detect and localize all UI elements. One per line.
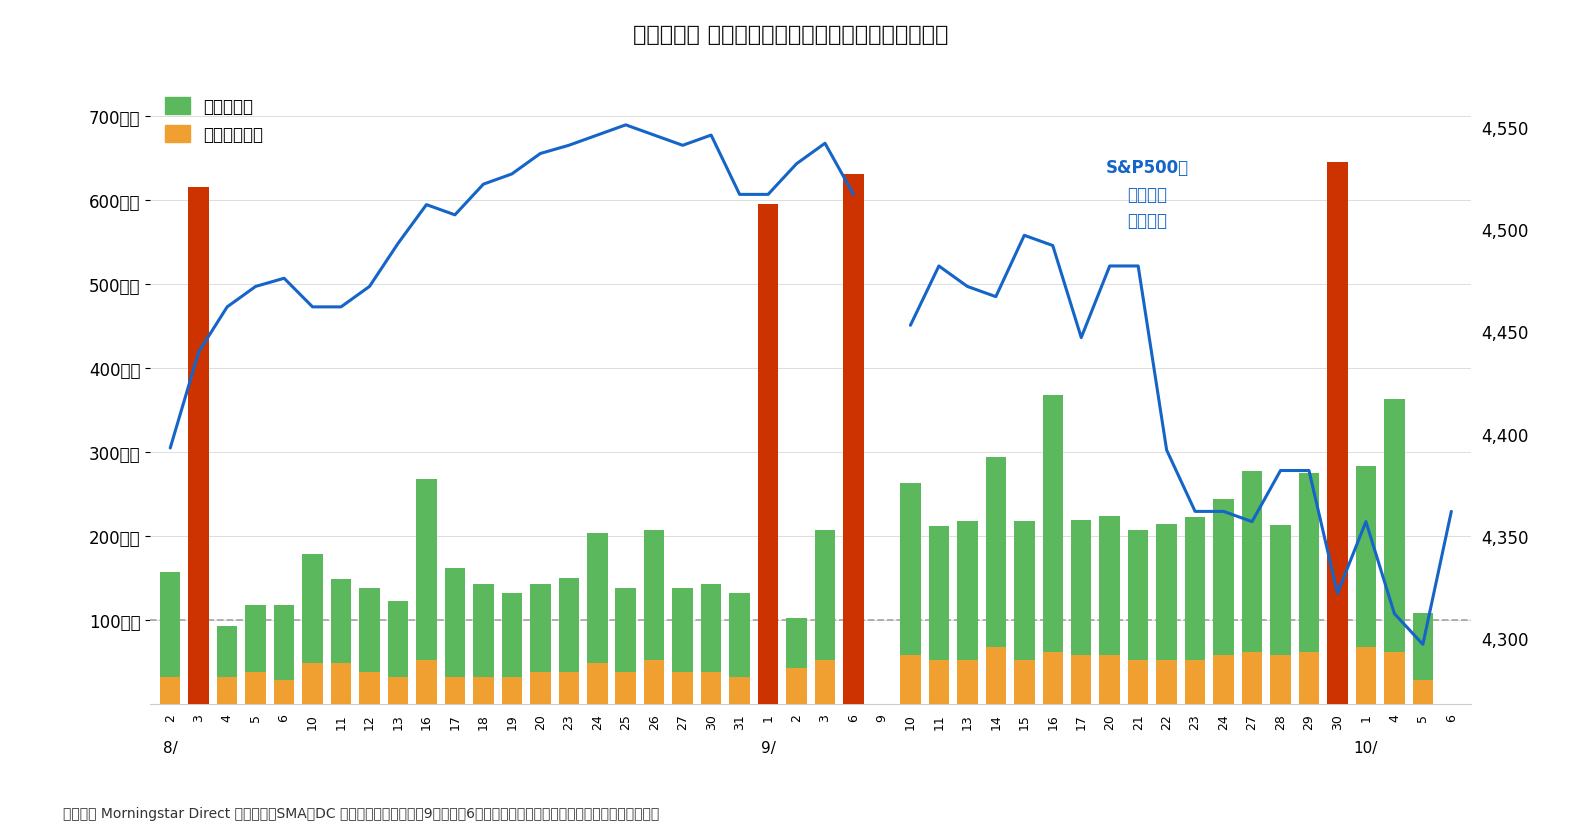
- Bar: [957, 660, 978, 704]
- Bar: [274, 681, 294, 704]
- Bar: [1413, 681, 1433, 704]
- Bar: [188, 188, 209, 465]
- Bar: [672, 588, 693, 672]
- Bar: [729, 677, 750, 704]
- Bar: [416, 660, 437, 704]
- Bar: [160, 677, 180, 704]
- Bar: [445, 677, 465, 704]
- Bar: [388, 677, 408, 704]
- Bar: [900, 655, 921, 704]
- Bar: [302, 663, 323, 704]
- Bar: [672, 672, 693, 704]
- Bar: [786, 668, 807, 704]
- Bar: [1327, 465, 1348, 704]
- Bar: [274, 604, 294, 681]
- Bar: [1299, 652, 1319, 704]
- Bar: [644, 660, 664, 704]
- Bar: [1356, 466, 1376, 647]
- Bar: [701, 672, 721, 704]
- Bar: [473, 585, 494, 677]
- Bar: [1356, 647, 1376, 704]
- Bar: [986, 647, 1006, 704]
- Bar: [1071, 521, 1092, 655]
- Bar: [1099, 655, 1120, 704]
- Bar: [615, 672, 636, 704]
- Bar: [1242, 471, 1262, 652]
- Bar: [1213, 655, 1234, 704]
- Bar: [473, 677, 494, 704]
- Bar: [929, 526, 949, 660]
- Bar: [388, 601, 408, 677]
- Text: 【図表３】 米国株式ファンドの推計日次資金流出入: 【図表３】 米国株式ファンドの推計日次資金流出入: [633, 25, 949, 45]
- Bar: [1327, 162, 1348, 465]
- Bar: [1185, 660, 1205, 704]
- Text: 10/: 10/: [1354, 740, 1378, 755]
- Bar: [1099, 517, 1120, 655]
- Bar: [217, 677, 237, 704]
- Bar: [644, 530, 664, 660]
- Bar: [786, 619, 807, 668]
- Bar: [957, 522, 978, 660]
- Bar: [1043, 652, 1063, 704]
- Bar: [843, 620, 864, 704]
- Bar: [900, 483, 921, 655]
- Bar: [1156, 660, 1177, 704]
- Bar: [530, 584, 551, 672]
- Bar: [986, 458, 1006, 647]
- Text: 8/: 8/: [163, 740, 177, 755]
- Bar: [501, 677, 522, 704]
- Bar: [359, 672, 380, 704]
- Bar: [1384, 652, 1405, 704]
- Bar: [1043, 396, 1063, 652]
- Bar: [1014, 522, 1035, 660]
- Bar: [815, 660, 835, 704]
- Bar: [302, 555, 323, 663]
- Bar: [1413, 614, 1433, 681]
- Bar: [843, 175, 864, 620]
- Bar: [160, 572, 180, 677]
- Bar: [530, 672, 551, 704]
- Bar: [1270, 655, 1291, 704]
- Bar: [416, 479, 437, 660]
- Text: 9/: 9/: [761, 740, 775, 755]
- Bar: [1014, 660, 1035, 704]
- Text: （資料） Morningstar Direct より作成。SMA・DC 専用ファンドは除く。9月８日は6日に売買不可のファンドが多かったため非表示。: （資料） Morningstar Direct より作成。SMA・DC 専用ファ…: [63, 806, 660, 820]
- Bar: [758, 465, 778, 704]
- Bar: [1128, 530, 1149, 660]
- Bar: [245, 604, 266, 672]
- Bar: [615, 588, 636, 672]
- Bar: [188, 465, 209, 704]
- Bar: [729, 593, 750, 677]
- Bar: [331, 580, 351, 663]
- Bar: [1071, 655, 1092, 704]
- Text: S&P500種
株価指数
（右軸）: S&P500種 株価指数 （右軸）: [1106, 159, 1190, 230]
- Bar: [1242, 652, 1262, 704]
- Bar: [1128, 660, 1149, 704]
- Bar: [1270, 525, 1291, 655]
- Bar: [758, 205, 778, 465]
- Bar: [217, 627, 237, 677]
- Legend: アクティブ, インデックス: アクティブ, インデックス: [158, 91, 271, 151]
- Bar: [587, 533, 607, 663]
- Bar: [331, 663, 351, 704]
- Bar: [587, 663, 607, 704]
- Bar: [359, 588, 380, 672]
- Bar: [929, 660, 949, 704]
- Bar: [501, 593, 522, 677]
- Bar: [558, 672, 579, 704]
- Bar: [1213, 500, 1234, 655]
- Bar: [245, 672, 266, 704]
- Bar: [558, 578, 579, 672]
- Bar: [1299, 474, 1319, 652]
- Bar: [1384, 400, 1405, 652]
- Bar: [701, 584, 721, 672]
- Bar: [1185, 518, 1205, 660]
- Bar: [1156, 524, 1177, 660]
- Bar: [815, 530, 835, 660]
- Bar: [445, 568, 465, 677]
